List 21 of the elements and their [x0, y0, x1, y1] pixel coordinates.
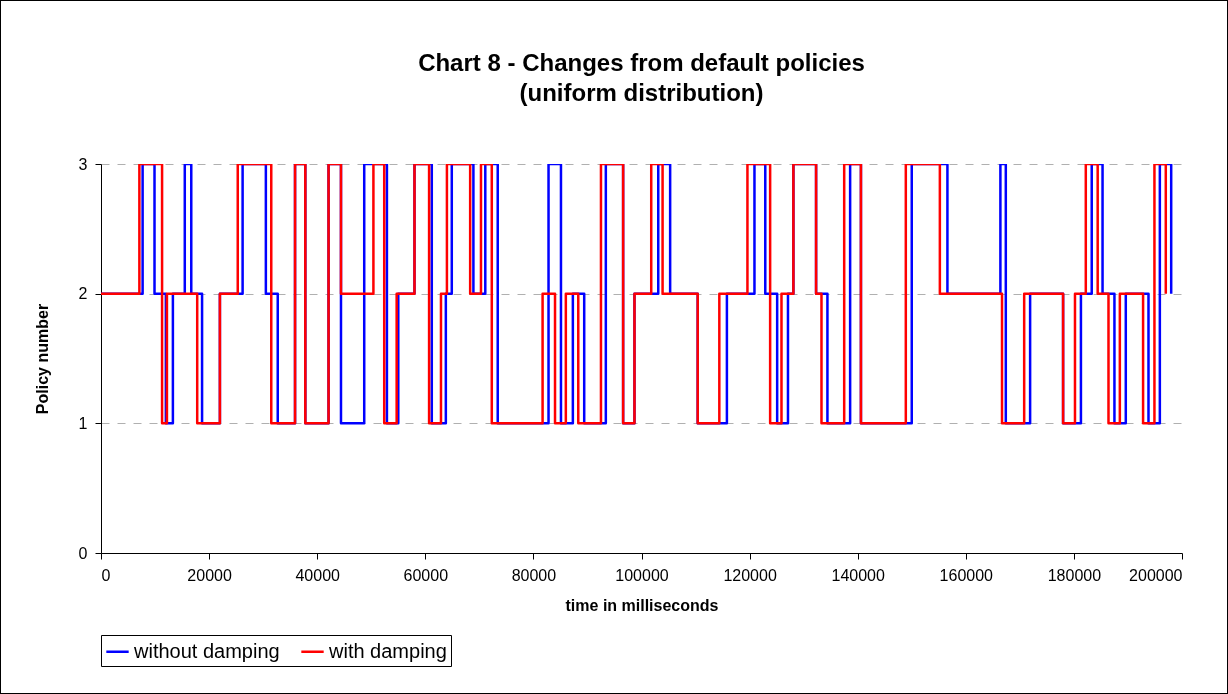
- x-tick-label: 180000: [1047, 566, 1102, 584]
- legend-label: with damping: [328, 639, 447, 662]
- y-tick-label: 1: [78, 414, 88, 432]
- chart-title: Chart 8 - Changes from default policies: [418, 49, 865, 76]
- x-tick-label: 80000: [511, 566, 557, 584]
- x-tick-label: 40000: [295, 566, 341, 584]
- y-tick-label: 2: [78, 285, 88, 303]
- chart-subtitle: (uniform distribution): [519, 79, 764, 106]
- x-tick-label: 100000: [615, 566, 669, 584]
- legend-label: without damping: [133, 639, 280, 662]
- x-tick-label: 140000: [831, 566, 885, 584]
- x-tick-label: 60000: [403, 566, 449, 584]
- y-tick-label: 0: [78, 544, 88, 562]
- x-tick-label: 120000: [723, 566, 777, 584]
- x-axis-title: time in milliseconds: [565, 596, 719, 614]
- x-tick-label: 20000: [187, 566, 232, 584]
- x-tick-label: 200000: [1129, 566, 1183, 584]
- y-axis-title: Policy number: [33, 303, 51, 415]
- y-tick-label: 3: [78, 155, 88, 173]
- x-tick-label: 160000: [939, 566, 994, 584]
- x-tick-label: 0: [101, 566, 111, 584]
